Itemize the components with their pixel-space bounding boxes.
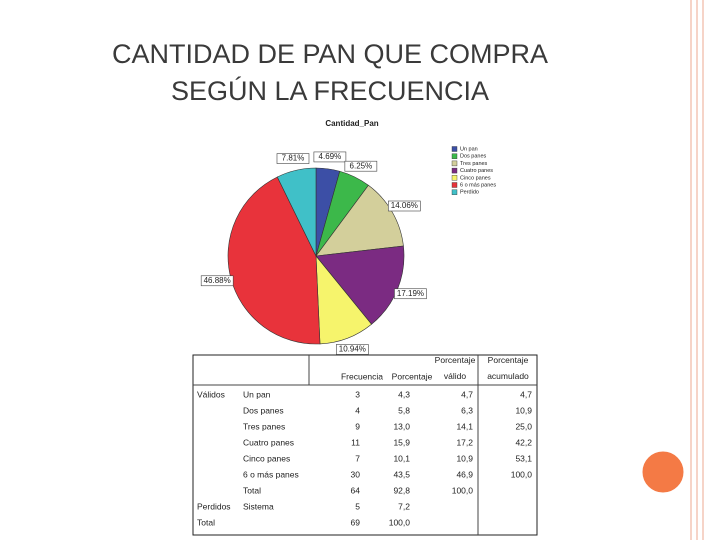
row-group: Total — [197, 517, 215, 527]
table-cell: 25,0 — [515, 421, 532, 431]
label-box — [388, 200, 421, 212]
label-box — [344, 160, 378, 172]
table-header: Frecuencia — [341, 371, 383, 381]
table-cell: 10,1 — [393, 453, 410, 463]
legend-swatch — [451, 175, 458, 181]
table-cell: 4,7 — [520, 389, 532, 399]
legend-swatch — [451, 189, 458, 195]
table-cell: 4 — [355, 405, 360, 415]
decor-circle — [639, 448, 687, 496]
label-box — [394, 288, 427, 300]
table-cell: 17,2 — [456, 437, 473, 447]
pie-slice — [276, 167, 317, 257]
table-cell: 4,7 — [461, 389, 473, 399]
data-label: 14.06% — [391, 201, 418, 210]
table-cell: 4,3 — [398, 389, 410, 399]
row-group: Perdidos — [197, 501, 231, 511]
table-cell: 3 — [355, 389, 360, 399]
label-box — [200, 275, 234, 287]
table-cell: 10,9 — [456, 453, 473, 463]
row-label: Un pan — [243, 389, 271, 399]
legend-label: Tres panes — [460, 161, 488, 167]
table-cell: 46,9 — [456, 469, 473, 479]
table-cell: 43,5 — [393, 469, 410, 479]
label-box — [313, 151, 347, 163]
table-cell: 100,0 — [389, 517, 411, 527]
legend-label: Cuatro panes — [460, 168, 493, 174]
legend-swatch — [451, 146, 458, 152]
legend-swatch — [451, 167, 458, 174]
legend-swatch — [451, 153, 458, 159]
table-cell: 100,0 — [511, 469, 533, 479]
table-frame — [192, 354, 538, 536]
table-cell: 10,9 — [515, 405, 532, 415]
row-label: Dos panes — [243, 405, 284, 415]
data-label: 6.25% — [350, 161, 373, 170]
legend-label: Perdido — [460, 190, 479, 196]
label-box — [276, 153, 310, 164]
row-label: Tres panes — [243, 421, 285, 431]
table-header: Porcentaje acumulado — [487, 355, 529, 381]
row-label: Cuatro panes — [243, 437, 294, 447]
data-label: 10.94% — [339, 345, 366, 354]
table-header: Porcentaje válido — [435, 355, 476, 381]
table-cell: 5,8 — [398, 405, 410, 415]
slide-title: CANTIDAD DE PAN QUE COMPRA — [112, 39, 548, 69]
data-label: 46.88% — [204, 276, 231, 285]
table-cell: 7,2 — [398, 501, 410, 511]
table-cell: 92,8 — [393, 485, 410, 495]
row-label: Sistema — [243, 501, 274, 511]
data-label: 4.69% — [319, 152, 342, 161]
table-cell: 69 — [351, 517, 361, 527]
table-cell: 11 — [351, 437, 360, 447]
legend-label: 6 o más panes — [460, 182, 496, 188]
row-group: Válidos — [197, 389, 225, 399]
legend-swatch — [451, 160, 458, 167]
row-label: Total — [243, 485, 261, 495]
legend-label: Un pan — [460, 146, 478, 152]
row-label: 6 o más panes — [243, 469, 299, 479]
table-cell: 42,2 — [515, 437, 532, 447]
slide-title: SEGÚN LA FRECUENCIA — [171, 75, 489, 106]
legend-label: Dos panes — [460, 154, 487, 160]
table-cell: 30 — [351, 469, 361, 479]
row-label: Cinco panes — [243, 453, 290, 463]
table-cell: 100,0 — [452, 485, 474, 495]
legend-swatch — [451, 182, 458, 188]
table-cell: 53,1 — [515, 453, 532, 463]
table-cell: 6,3 — [461, 405, 473, 415]
data-label: 7.81% — [282, 154, 305, 163]
table-cell: 13,0 — [393, 421, 410, 431]
pie-slice — [315, 184, 404, 257]
table-cell: 5 — [355, 501, 360, 511]
table-cell: 14,1 — [456, 421, 473, 431]
chart-title: Cantidad_Pan — [325, 119, 378, 128]
legend-label: Cinco panes — [460, 175, 491, 181]
table-cell: 7 — [355, 453, 360, 463]
label-box — [336, 344, 369, 355]
table-cell: 9 — [355, 421, 360, 431]
table-cell: 64 — [351, 485, 361, 495]
table-cell: 15,9 — [393, 437, 410, 447]
data-label: 17.19% — [397, 289, 424, 298]
table-header: Porcentaje — [392, 371, 433, 381]
